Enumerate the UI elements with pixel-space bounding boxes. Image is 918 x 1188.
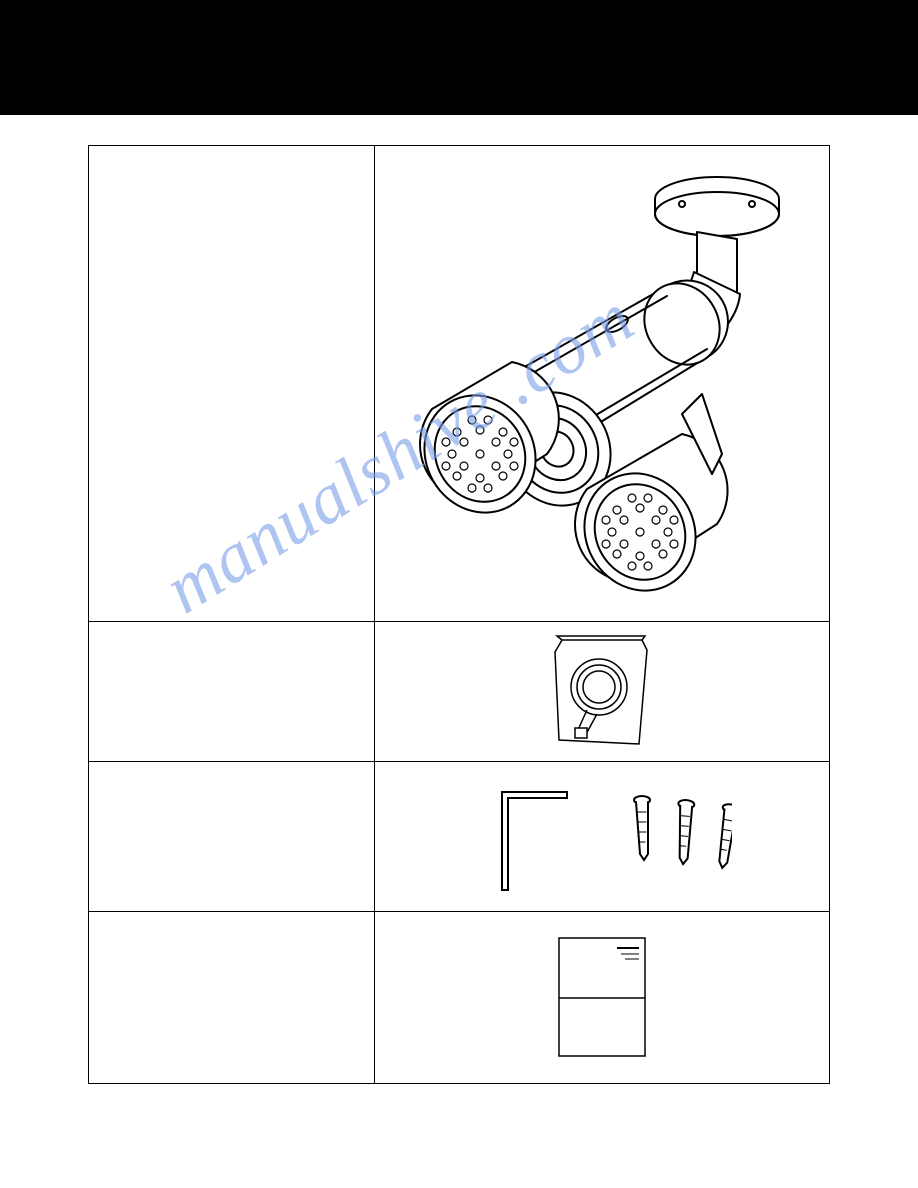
camera-drawing — [375, 146, 829, 621]
cable-label-cell — [89, 622, 375, 762]
tools-drawing — [375, 762, 829, 911]
table-row — [89, 762, 830, 912]
package-contents-table — [88, 145, 830, 1084]
page-header-bar — [0, 0, 918, 115]
cable-image-cell — [375, 622, 830, 762]
table-row — [89, 912, 830, 1084]
page-content — [0, 115, 918, 1084]
camera-label-cell — [89, 146, 375, 622]
manual-image-cell — [375, 912, 830, 1084]
tools-label-cell — [89, 762, 375, 912]
cable-drawing — [375, 622, 829, 761]
manual-label-cell — [89, 912, 375, 1084]
manual-drawing — [375, 912, 829, 1083]
camera-image-cell — [375, 146, 830, 622]
tools-image-cell — [375, 762, 830, 912]
table-row — [89, 146, 830, 622]
table-row — [89, 622, 830, 762]
